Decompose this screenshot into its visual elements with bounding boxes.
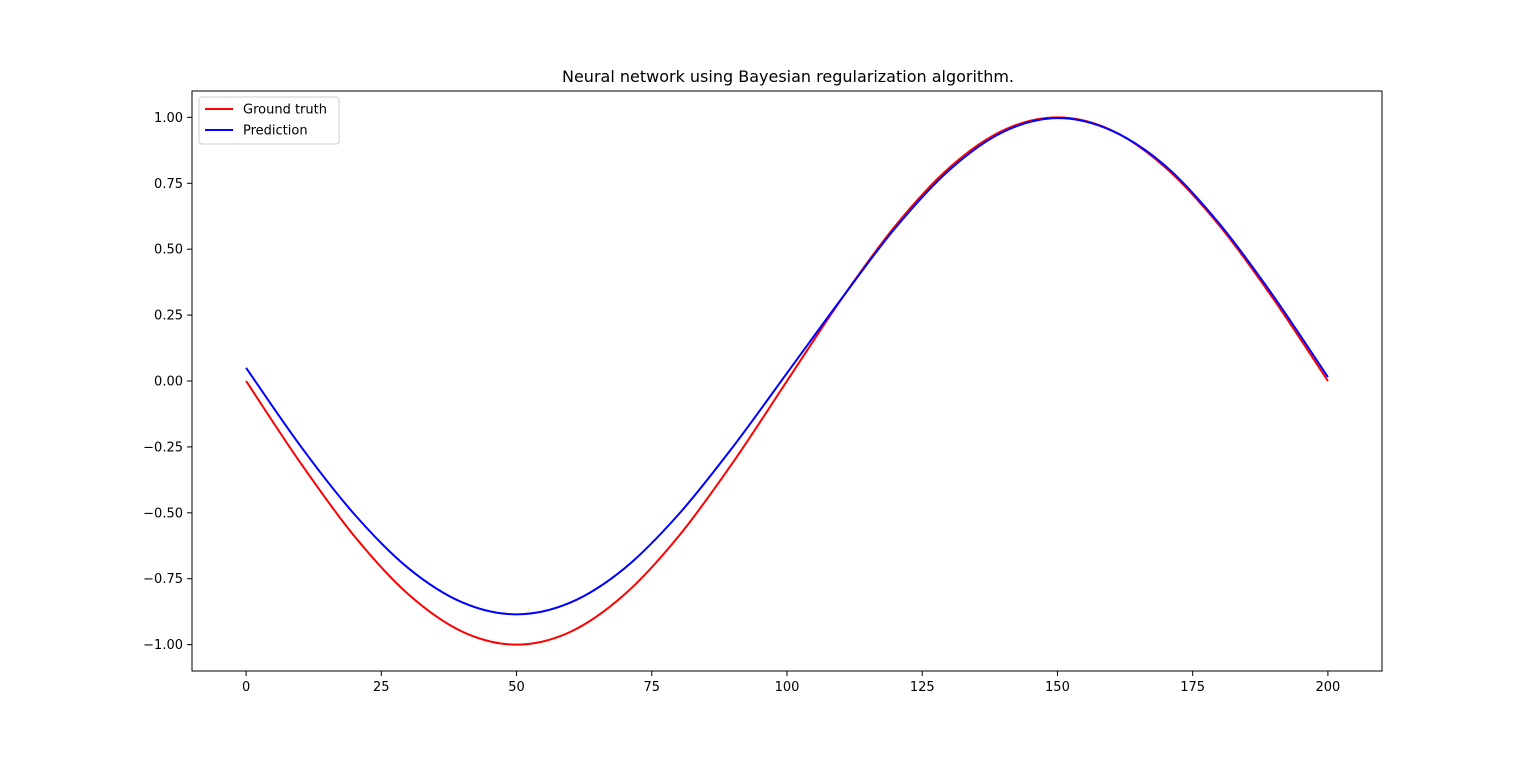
- x-tick-label: 200: [1315, 680, 1340, 695]
- x-tick-label: 75: [643, 680, 660, 695]
- y-tick-label: −1.00: [143, 638, 183, 653]
- legend-label: Prediction: [243, 124, 308, 139]
- series-layer: [245, 116, 1329, 646]
- x-tick-label: 100: [775, 680, 800, 695]
- chart-title: Neural network using Bayesian regulariza…: [562, 67, 1014, 86]
- y-tick-label: 0.25: [154, 309, 183, 324]
- y-axis: 1.00 0.75 0.50 0.25 0.00 −0.25 −0.50 −0.75 −1.00: [143, 111, 192, 653]
- y-tick-label: 0.00: [154, 375, 183, 390]
- legend-label: Ground truth: [243, 103, 327, 118]
- x-axis: 0 25 50 75 100 125 150 175 200: [242, 671, 1340, 695]
- legend-box: [198, 96, 340, 145]
- y-tick-label: 0.50: [154, 243, 183, 258]
- y-tick-label: −0.25: [143, 440, 183, 455]
- series-line-ground-truth: [245, 116, 1329, 646]
- x-tick-label: 175: [1180, 680, 1205, 695]
- y-tick-label: −0.75: [143, 572, 183, 587]
- y-tick-label: −0.50: [143, 506, 183, 521]
- y-tick-label: 0.75: [154, 177, 183, 192]
- x-tick-label: 25: [373, 680, 390, 695]
- y-tick-label: 1.00: [154, 111, 183, 126]
- x-tick-label: 50: [508, 680, 525, 695]
- x-tick-label: 125: [910, 680, 935, 695]
- x-tick-label: 0: [242, 680, 250, 695]
- x-tick-label: 150: [1045, 680, 1070, 695]
- series-line-prediction: [245, 117, 1329, 616]
- legend: Ground truth Prediction: [198, 96, 340, 145]
